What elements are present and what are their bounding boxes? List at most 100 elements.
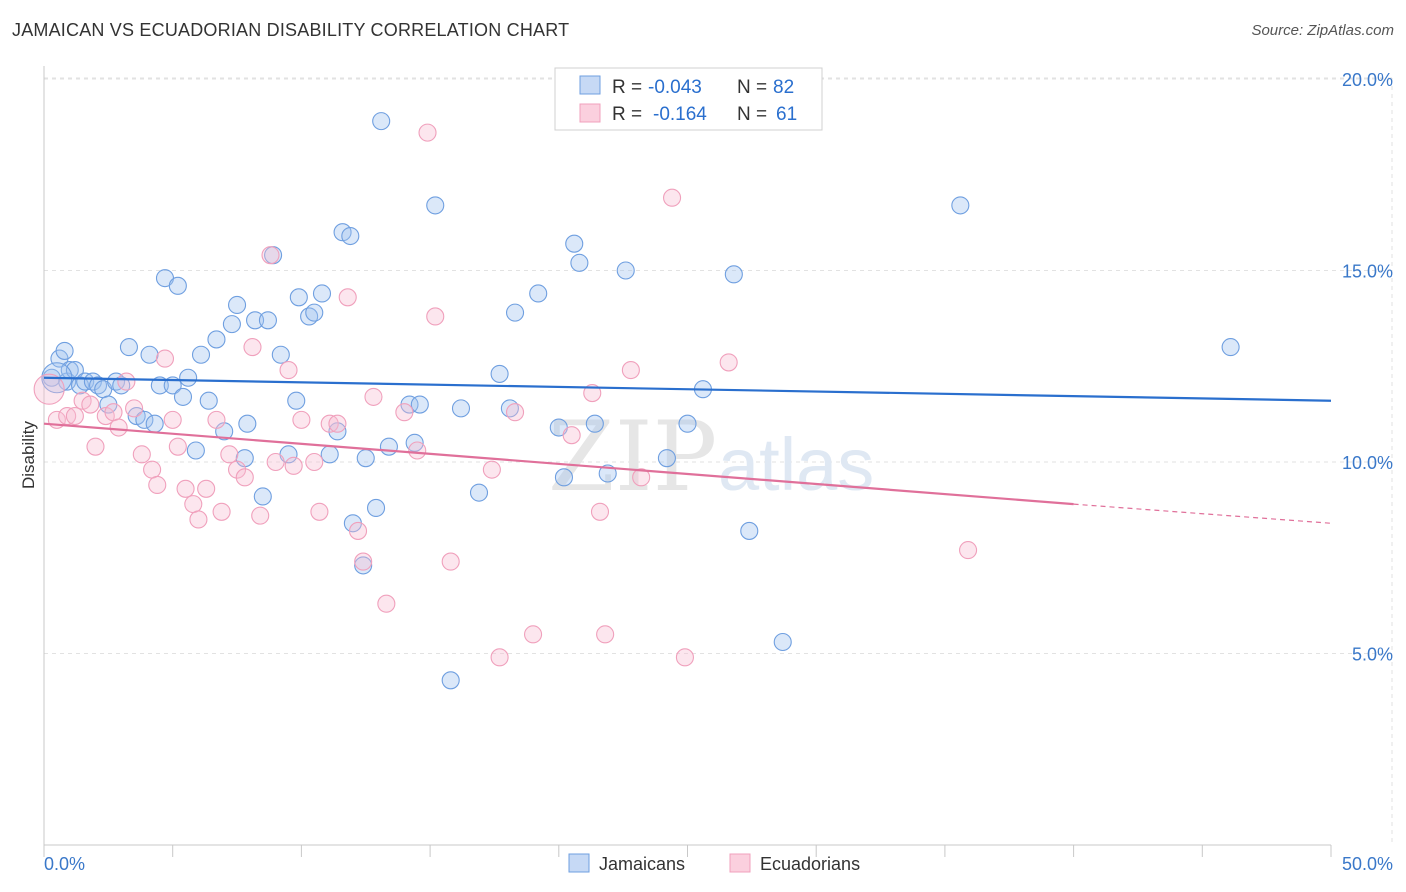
jamaicans-point — [150, 376, 169, 395]
ecuadorians-point — [320, 414, 339, 433]
r-label-1: R = — [612, 77, 642, 98]
ecuadorians-point — [338, 288, 357, 307]
ecuadorians-point — [163, 410, 182, 429]
ecuadorians-trend-line — [43, 422, 1074, 506]
ecuadorians-point — [109, 418, 128, 437]
jamaicans-point — [616, 261, 635, 280]
ecuadorians-point — [719, 353, 738, 372]
ecuadorians-point — [441, 552, 460, 571]
ecuadorians-point — [132, 445, 151, 464]
jamaicans-point — [585, 414, 604, 433]
y-axis-title: Disability — [19, 420, 38, 489]
ecuadorians-point — [279, 361, 298, 380]
ecuadorians-swatch — [579, 103, 601, 123]
jamaicans-point — [222, 315, 241, 334]
jamaicans-point — [469, 483, 489, 502]
jamaicans-point — [356, 449, 375, 468]
jamaicans-point — [490, 364, 509, 383]
y-tick-label: 20.0% — [1342, 70, 1393, 90]
ecuadorians-point — [117, 372, 136, 391]
r-label-2: R = — [612, 104, 642, 125]
ecuadorians-point — [377, 594, 396, 613]
ecuadorians-point — [675, 648, 694, 667]
jamaicans-swatch — [579, 75, 601, 95]
source-label: Source: ZipAtlas.com — [1251, 22, 1394, 39]
jamaicans-point — [168, 276, 187, 295]
ecuadorians-point — [143, 460, 162, 479]
ecuadorians-point — [251, 506, 270, 525]
jamaicans-point — [55, 341, 74, 360]
jamaicans-point — [341, 226, 360, 246]
jamaicans-point — [1221, 338, 1240, 357]
jamaicans-point — [228, 295, 247, 315]
series-legend: Jamaicans Ecuadorians — [568, 853, 860, 874]
ecuadorians-point — [596, 625, 615, 644]
ecuadorians-point — [86, 437, 105, 456]
ecuadorians-point — [354, 552, 373, 571]
ecuadorians-point — [632, 468, 651, 487]
jamaicans-point — [253, 487, 272, 506]
jamaicans-point — [119, 338, 138, 357]
ecuadorians-point — [220, 445, 239, 464]
legend-ecuadorians-swatch — [729, 853, 751, 873]
ecuadorians-point — [959, 541, 978, 560]
watermark-atlas: atlas — [718, 423, 874, 506]
ecuadorians-point — [235, 468, 254, 487]
ecuadorians-point — [33, 373, 65, 405]
jamaicans-point — [238, 414, 257, 433]
ecuadorians-point — [348, 521, 368, 540]
r-value-2: -0.164 — [653, 104, 707, 125]
ecuadorians-point — [125, 399, 144, 418]
r-value-1: -0.043 — [648, 77, 702, 98]
ecuadorians-point — [155, 349, 175, 368]
jamaicans-point — [441, 671, 460, 690]
jamaicans-point — [271, 345, 290, 364]
legend-ecuadorians-label: Ecuadorians — [760, 854, 860, 874]
jamaicans-point — [320, 445, 339, 464]
ecuadorians-point — [243, 338, 262, 357]
y-tick-label: 5.0% — [1352, 645, 1393, 665]
stats-legend: R = -0.043 N = 82 R = -0.164 N = 61 — [554, 67, 823, 131]
ecuadorians-point — [104, 403, 123, 422]
jamaicans-point — [529, 284, 548, 303]
jamaicans-point — [199, 391, 218, 410]
x-tick-label-max: 50.0% — [1342, 854, 1393, 874]
n-value-2: 61 — [776, 104, 797, 125]
ecuadorians-point — [621, 361, 640, 380]
ecuadorians-point — [148, 475, 167, 495]
ecuadorians-trend-extension — [1073, 503, 1332, 524]
jamaicans-point — [426, 196, 445, 215]
ecuadorians-point — [524, 625, 543, 644]
ecuadorians-point — [65, 406, 84, 426]
ecuadorians-point — [408, 441, 427, 460]
jamaicans-point — [740, 521, 759, 540]
y-tick-label: 10.0% — [1342, 453, 1393, 473]
jamaicans-point — [186, 441, 205, 460]
jamaicans-point — [305, 303, 324, 322]
jamaicans-point — [554, 468, 573, 487]
ecuadorians-point — [207, 410, 226, 429]
jamaicans-point — [565, 234, 584, 253]
ecuadorians-point — [176, 479, 195, 498]
jamaicans-point — [354, 556, 373, 575]
ecuadorians-point — [228, 460, 247, 479]
jamaicans-point — [145, 414, 164, 433]
jamaicans-point — [140, 345, 159, 364]
jamaicans-point — [724, 265, 743, 284]
legend-jamaicans-swatch — [568, 853, 590, 873]
n-label-1: N = — [737, 77, 767, 98]
ecuadorians-point — [168, 437, 187, 456]
ecuadorians-point — [197, 479, 216, 498]
trend-lines — [43, 376, 1332, 524]
y-tick-label: 15.0% — [1342, 262, 1393, 282]
jamaicans-point — [328, 422, 347, 441]
jamaicans-point — [366, 498, 386, 518]
watermark-zip: ZIP — [548, 401, 717, 513]
jamaicans-point — [657, 449, 676, 468]
ecuadorians-point — [418, 123, 437, 142]
ecuadorians-point — [184, 495, 203, 514]
jamaicans-point — [678, 414, 697, 433]
jamaicans-point — [451, 399, 471, 418]
jamaicans-point — [135, 410, 154, 429]
